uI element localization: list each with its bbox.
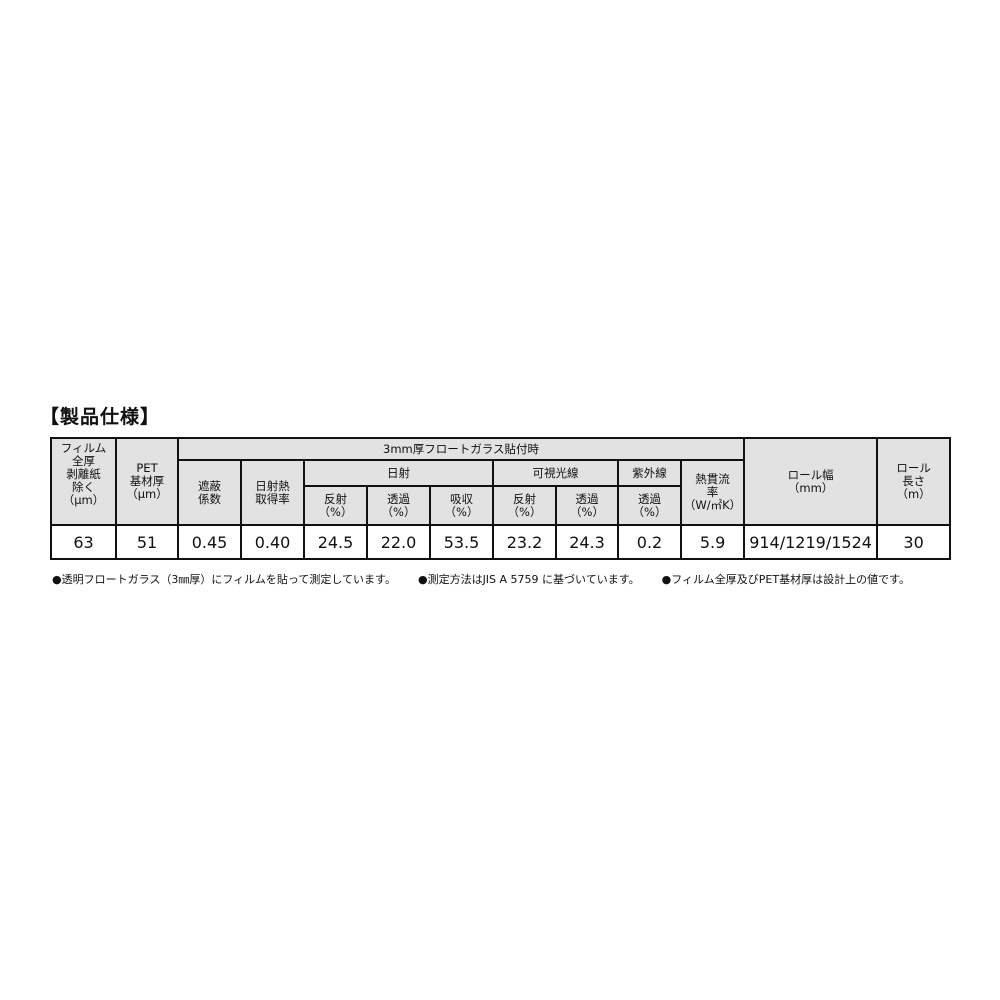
cell: 51 bbox=[115, 524, 179, 560]
cell: 53.5 bbox=[429, 524, 494, 560]
spec-table: フィルム 全厚 剥離紙 除く （μm） PET 基材厚 （μm） 3mm厚フロー… bbox=[50, 437, 952, 560]
header-glass-group: 3mm厚フロートガラス貼付時 bbox=[176, 437, 746, 461]
header-solar: 日射 bbox=[303, 459, 494, 487]
header-pet: PET 基材厚 （μm） bbox=[115, 437, 179, 526]
header-film-total: フィルム 全厚 剥離紙 除く （μm） bbox=[50, 437, 117, 526]
cell: 0.2 bbox=[617, 524, 682, 560]
cell: 30 bbox=[876, 524, 952, 560]
header-roll-length: ロール 長さ （m） bbox=[876, 437, 952, 526]
note: ●透明フロートガラス（3㎜厚）にフィルムを貼って測定しています。 bbox=[52, 573, 396, 586]
header-uv: 紫外線 bbox=[617, 459, 682, 487]
cell: 24.3 bbox=[555, 524, 619, 560]
footnotes: ●透明フロートガラス（3㎜厚）にフィルムを貼って測定しています。 ●測定方法はJ… bbox=[52, 571, 952, 587]
cell: 22.0 bbox=[366, 524, 431, 560]
cell: 0.45 bbox=[177, 524, 242, 560]
header-solar-trans: 透過 （%） bbox=[366, 485, 431, 526]
header-visible: 可視光線 bbox=[492, 459, 619, 487]
cell: 0.40 bbox=[240, 524, 305, 560]
cell: 914/1219/1524 bbox=[743, 524, 879, 560]
header-solar-reflect: 反射 （%） bbox=[303, 485, 368, 526]
cell: 23.2 bbox=[492, 524, 557, 560]
cell: 5.9 bbox=[679, 524, 746, 560]
table-row: 63 51 0.45 0.40 24.5 22.0 53.5 23.2 24.3… bbox=[50, 524, 952, 560]
header-vis-reflect: 反射 （%） bbox=[492, 485, 557, 526]
header-shading: 遮蔽 係数 bbox=[177, 459, 242, 526]
header-heat: 熱貫流 率 （W/㎡K） bbox=[679, 459, 746, 526]
note: ●測定方法はJIS A 5759 に基づいています。 bbox=[417, 573, 640, 586]
header-solar-absorb: 吸収 （%） bbox=[429, 485, 494, 526]
header-vis-trans: 透過 （%） bbox=[555, 485, 619, 526]
cell: 24.5 bbox=[303, 524, 368, 560]
header-roll-width: ロール幅 （mm） bbox=[743, 437, 879, 526]
header-uv-trans: 透過 （%） bbox=[617, 485, 682, 526]
note: ●フィルム全厚及びPET基材厚は設計上の値です。 bbox=[661, 573, 910, 586]
header-solar-gain: 日射熱 取得率 bbox=[240, 459, 305, 526]
cell: 63 bbox=[50, 524, 117, 560]
section-title: 【製品仕様】 bbox=[40, 406, 161, 428]
